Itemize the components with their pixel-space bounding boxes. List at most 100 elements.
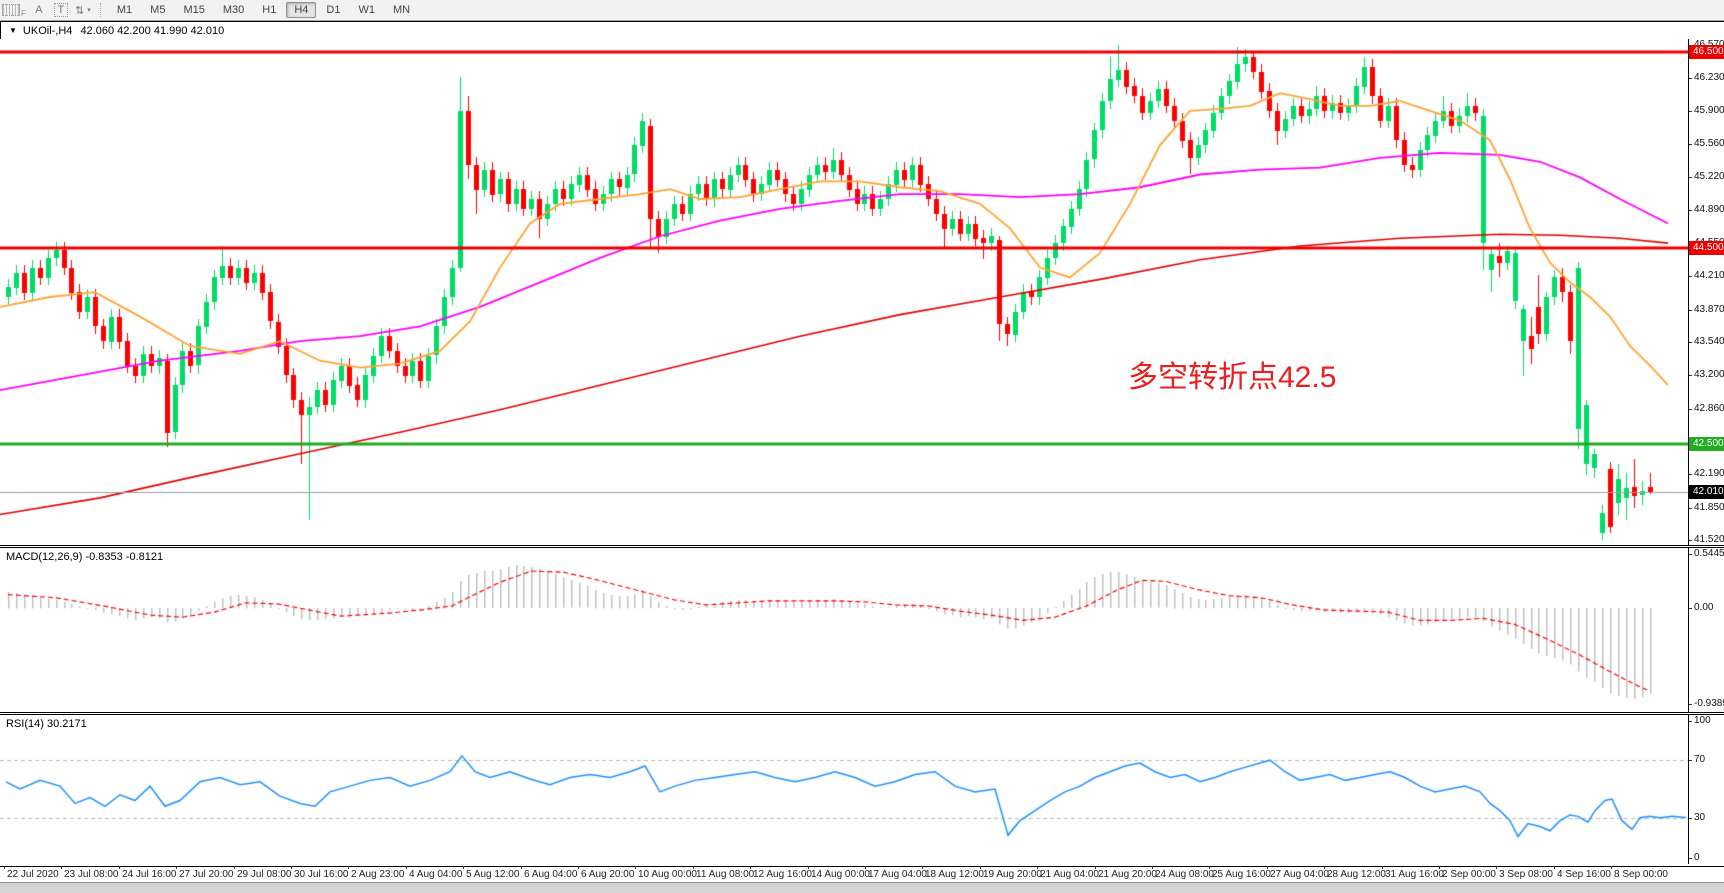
- price-axis-label-tick: [1689, 111, 1692, 112]
- timeframe-button-mn[interactable]: MN: [392, 4, 411, 16]
- time-axis-tick: [980, 866, 981, 869]
- time-axis-tick: [922, 866, 923, 869]
- timeframe-button-h1[interactable]: H1: [262, 4, 277, 16]
- time-axis-tick: [750, 866, 751, 869]
- time-axis-tick: [1382, 866, 1383, 869]
- macd-axis-label: -0.9389: [1694, 698, 1724, 709]
- current-price-tag: 42.010: [1689, 485, 1724, 499]
- time-axis-label: 21 Aug 04:00: [1040, 869, 1099, 880]
- price-axis-label: 41.850: [1694, 502, 1724, 513]
- time-axis-tick: [1496, 866, 1497, 869]
- time-axis-tick: [1037, 866, 1038, 869]
- price-axis-label: 45.560: [1694, 138, 1724, 149]
- grid-handle-icon: [2, 4, 20, 16]
- timeframe-button-m1[interactable]: M1: [116, 4, 133, 16]
- rsi-indicator-label: RSI(14) 30.2171: [6, 718, 87, 730]
- rsi-axis-label: 100: [1694, 715, 1711, 726]
- arrows-icon: ⇅: [75, 4, 85, 17]
- time-axis-label: 6 Aug 04:00: [524, 869, 578, 880]
- price-axis-label: 45.900: [1694, 105, 1724, 116]
- time-axis-label: 19 Aug 20:00: [983, 869, 1042, 880]
- time-axis-tick: [635, 866, 636, 869]
- macd-axis[interactable]: 0.5445 0.00 -0.9389: [1688, 548, 1724, 712]
- rsi-panel: RSI(14) 30.2171: [0, 715, 1688, 864]
- time-axis-label: 23 Jul 08:00: [64, 869, 119, 880]
- toolbar: F A T ⇅ ▾ M1 M5 M15 M30 H1 H4 D1 W1 MN: [0, 0, 1724, 21]
- price-axis-label-tick: [1689, 409, 1692, 410]
- cursor-tool-button[interactable]: ⇅ ▾: [74, 2, 92, 18]
- time-axis-tick: [693, 866, 694, 869]
- rsi-axis-label: 70: [1694, 754, 1706, 765]
- chevron-down-icon: ▾: [87, 7, 91, 14]
- time-axis-tick: [1324, 866, 1325, 869]
- toolbar-drag-handle-icon[interactable]: F: [2, 2, 26, 18]
- time-axis-label: 4 Aug 04:00: [409, 869, 463, 880]
- price-axis-label: 42.190: [1694, 468, 1724, 479]
- macd-axis-label-tick: [1689, 704, 1692, 705]
- price-axis-label-tick: [1689, 78, 1692, 79]
- time-axis-tick: [1267, 866, 1268, 869]
- panel-splitter[interactable]: [0, 712, 1724, 715]
- macd-panel: MACD(12,26,9) -0.8353 -0.8121: [0, 548, 1688, 712]
- time-axis-label: 24 Jul 16:00: [122, 869, 177, 880]
- price-axis-label: 46.230: [1694, 72, 1724, 83]
- timeframe-button-w1[interactable]: W1: [358, 4, 375, 16]
- macd-canvas[interactable]: [0, 548, 1688, 712]
- label-tool-button[interactable]: T: [52, 2, 70, 18]
- panel-splitter[interactable]: [0, 545, 1724, 548]
- price-axis[interactable]: 46.570 46.230 45.900 45.560 45.220 44.890 44.5…: [1688, 39, 1724, 545]
- time-axis-label: 31 Aug 16:00: [1385, 869, 1444, 880]
- price-axis-label: 46.570: [1694, 39, 1724, 50]
- timeframe-button-m15[interactable]: M15: [183, 4, 205, 16]
- time-axis[interactable]: 22 Jul 2020 23 Jul 08:00 24 Jul 16:00 27 Ju…: [0, 866, 1724, 883]
- time-axis-label: 4 Sep 16:00: [1557, 869, 1611, 880]
- ohlc-values: 42.060 42.200 41.990 42.010: [80, 24, 225, 37]
- text-a-icon: A: [35, 4, 43, 16]
- rsi-canvas[interactable]: [0, 715, 1688, 864]
- time-axis-label: 27 Aug 04:00: [1270, 869, 1329, 880]
- time-axis-tick: [4, 866, 5, 869]
- chart-annotation-text: 多空转折点42.5: [1128, 361, 1337, 394]
- price-axis-label-tick: [1689, 375, 1692, 376]
- chart-header: ▼ UKOil-,H4 42.060 42.200 41.990 42.010: [0, 21, 1724, 40]
- rsi-axis-label: 0: [1694, 852, 1700, 863]
- time-axis-label: 11 Aug 08:00: [696, 869, 755, 880]
- price-axis-label: 45.220: [1694, 171, 1724, 182]
- time-axis-tick: [1554, 866, 1555, 869]
- price-axis-label: 42.860: [1694, 403, 1724, 414]
- time-axis-tick: [1152, 866, 1153, 869]
- time-axis-label: 30 Jul 16:00: [294, 869, 349, 880]
- time-axis-label: 8 Sep 00:00: [1614, 869, 1668, 880]
- time-axis-label: 10 Aug 00:00: [638, 869, 697, 880]
- price-axis-label: 43.540: [1694, 336, 1724, 347]
- price-axis-label: 44.210: [1694, 270, 1724, 281]
- price-axis-label: 43.870: [1694, 304, 1724, 315]
- price-axis-label-tick: [1689, 342, 1692, 343]
- macd-axis-label-tick: [1689, 554, 1692, 555]
- time-axis-tick: [1439, 866, 1440, 869]
- time-axis-tick: [463, 866, 464, 869]
- price-axis-label: 44.890: [1694, 204, 1724, 215]
- main-chart-canvas[interactable]: [0, 39, 1688, 545]
- time-axis-label: 25 Aug 16:00: [1212, 869, 1271, 880]
- price-axis-label-tick: [1689, 540, 1692, 541]
- time-axis-label: 28 Aug 12:00: [1327, 869, 1386, 880]
- price-axis-label: 41.520: [1694, 534, 1724, 545]
- timeframe-button-m30[interactable]: M30: [222, 4, 245, 16]
- timeframe-button-d1[interactable]: D1: [326, 4, 341, 16]
- text-tool-button[interactable]: A: [30, 2, 48, 18]
- price-axis-label-tick: [1689, 144, 1692, 145]
- time-axis-label: 14 Aug 00:00: [811, 869, 870, 880]
- time-axis-tick: [291, 866, 292, 869]
- timeframe-button-m5[interactable]: M5: [150, 4, 166, 16]
- time-axis-tick: [865, 866, 866, 869]
- timeframe-button-h4[interactable]: H4: [286, 2, 317, 18]
- collapse-triangle-icon[interactable]: ▼: [9, 26, 17, 35]
- rsi-axis[interactable]: 100 70 30 0: [1688, 715, 1724, 864]
- price-axis-label-tick: [1689, 210, 1692, 211]
- rsi-axis-label-tick: [1689, 858, 1692, 859]
- price-axis-label-tick: [1689, 177, 1692, 178]
- macd-indicator-label: MACD(12,26,9) -0.8353 -0.8121: [6, 551, 164, 563]
- time-axis-tick: [348, 866, 349, 869]
- timeframe-button-group: M1 M5 M15 M30 H1 H4 D1 W1 MN: [108, 2, 419, 18]
